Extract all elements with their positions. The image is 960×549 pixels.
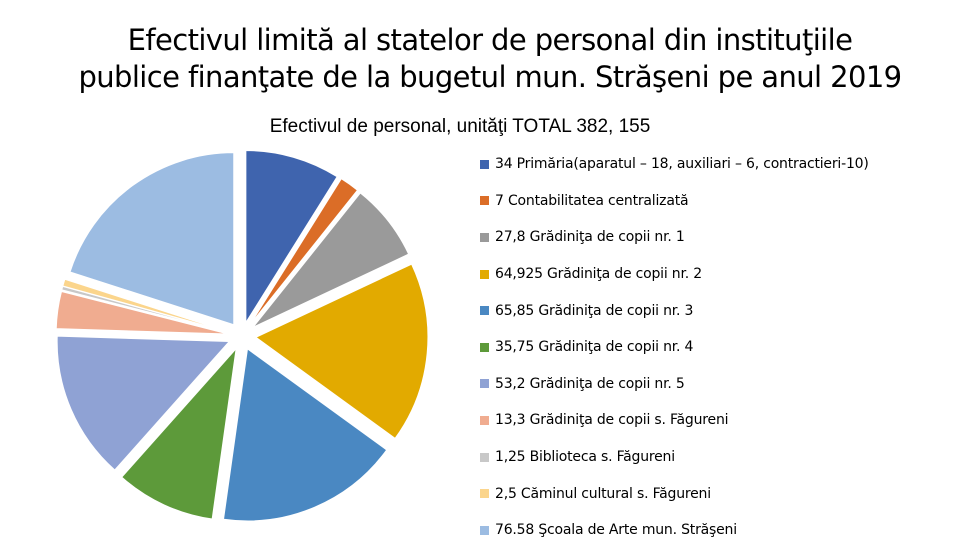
legend-label: 2,5 Căminul cultural s. Făgureni xyxy=(495,485,711,502)
slide-title: Efectivul limită al statelor de personal… xyxy=(60,22,920,96)
pie-slice-7 xyxy=(56,335,231,471)
pie-slice-11 xyxy=(69,152,235,326)
legend-label: 13,3 Grădiniţa de copii s. Făgureni xyxy=(495,412,729,429)
legend-item-3: 27,8 Grădiniţa de copii nr. 1 xyxy=(480,219,950,256)
legend-swatch xyxy=(480,452,489,462)
pie-slice-5 xyxy=(222,347,388,522)
legend-item-1: 34 Primăria(aparatul – 18, auxiliari – 6… xyxy=(480,146,950,183)
pie-slice-2 xyxy=(249,178,359,325)
legend-swatch xyxy=(480,525,489,535)
chart-legend: 34 Primăria(aparatul – 18, auxiliari – 6… xyxy=(480,146,950,549)
legend-item-5: 65,85 Grădiniţa de copii nr. 3 xyxy=(480,292,950,329)
legend-swatch xyxy=(480,489,489,499)
slide-title-line-2: publice finanţate de la bugetul mun. Str… xyxy=(78,60,902,94)
legend-item-7: 53,2 Grădiniţa de copii nr. 5 xyxy=(480,366,950,403)
legend-swatch xyxy=(480,306,489,316)
pie-slice-6 xyxy=(121,347,237,520)
pie-slice-10 xyxy=(62,278,229,333)
legend-swatch xyxy=(480,269,489,279)
slide-title-line-1: Efectivul limită al statelor de personal… xyxy=(127,23,853,57)
legend-label: 76.58 Şcoala de Arte mun. Străşeni xyxy=(495,522,737,539)
legend-item-11: 76.58 Şcoala de Arte mun. Străşeni xyxy=(480,512,950,549)
pie-slice-3 xyxy=(252,192,410,328)
legend-swatch xyxy=(480,232,489,242)
legend-label: 35,75 Grădiniţa de copii nr. 4 xyxy=(495,339,694,356)
legend-swatch xyxy=(480,415,489,425)
legend-item-4: 64,925 Grădiniţa de copii nr. 2 xyxy=(480,256,950,293)
legend-swatch xyxy=(480,342,489,352)
legend-label: 65,85 Grădiniţa de copii nr. 3 xyxy=(495,302,694,319)
legend-label: 64,925 Grădiniţa de copii nr. 2 xyxy=(495,266,702,283)
legend-swatch xyxy=(480,379,489,389)
legend-label: 53,2 Grădiniţa de copii nr. 5 xyxy=(495,375,685,392)
legend-label: 1,25 Biblioteca s. Făgureni xyxy=(495,449,675,466)
legend-swatch xyxy=(480,159,489,169)
legend-swatch xyxy=(480,196,489,206)
chart-title: Efectivul de personal, unităţi TOTAL 382… xyxy=(269,116,651,137)
pie-slice-8 xyxy=(55,290,229,335)
pie-slice-4 xyxy=(254,263,429,440)
legend-item-2: 7 Contabilitatea centralizată xyxy=(480,183,950,220)
legend-item-9: 1,25 Biblioteca s. Făgureni xyxy=(480,439,950,476)
legend-label: 34 Primăria(aparatul – 18, auxiliari – 6… xyxy=(495,156,869,173)
legend-item-6: 35,75 Grădiniţa de copii nr. 4 xyxy=(480,329,950,366)
legend-item-10: 2,5 Căminul cultural s. Făgureni xyxy=(480,475,950,512)
legend-label: 7 Contabilitatea centralizată xyxy=(495,192,689,209)
legend-item-8: 13,3 Grădiniţa de copii s. Făgureni xyxy=(480,402,950,439)
legend-label: 27,8 Grădiniţa de copii nr. 1 xyxy=(495,229,685,246)
pie-slice-1 xyxy=(245,150,338,325)
